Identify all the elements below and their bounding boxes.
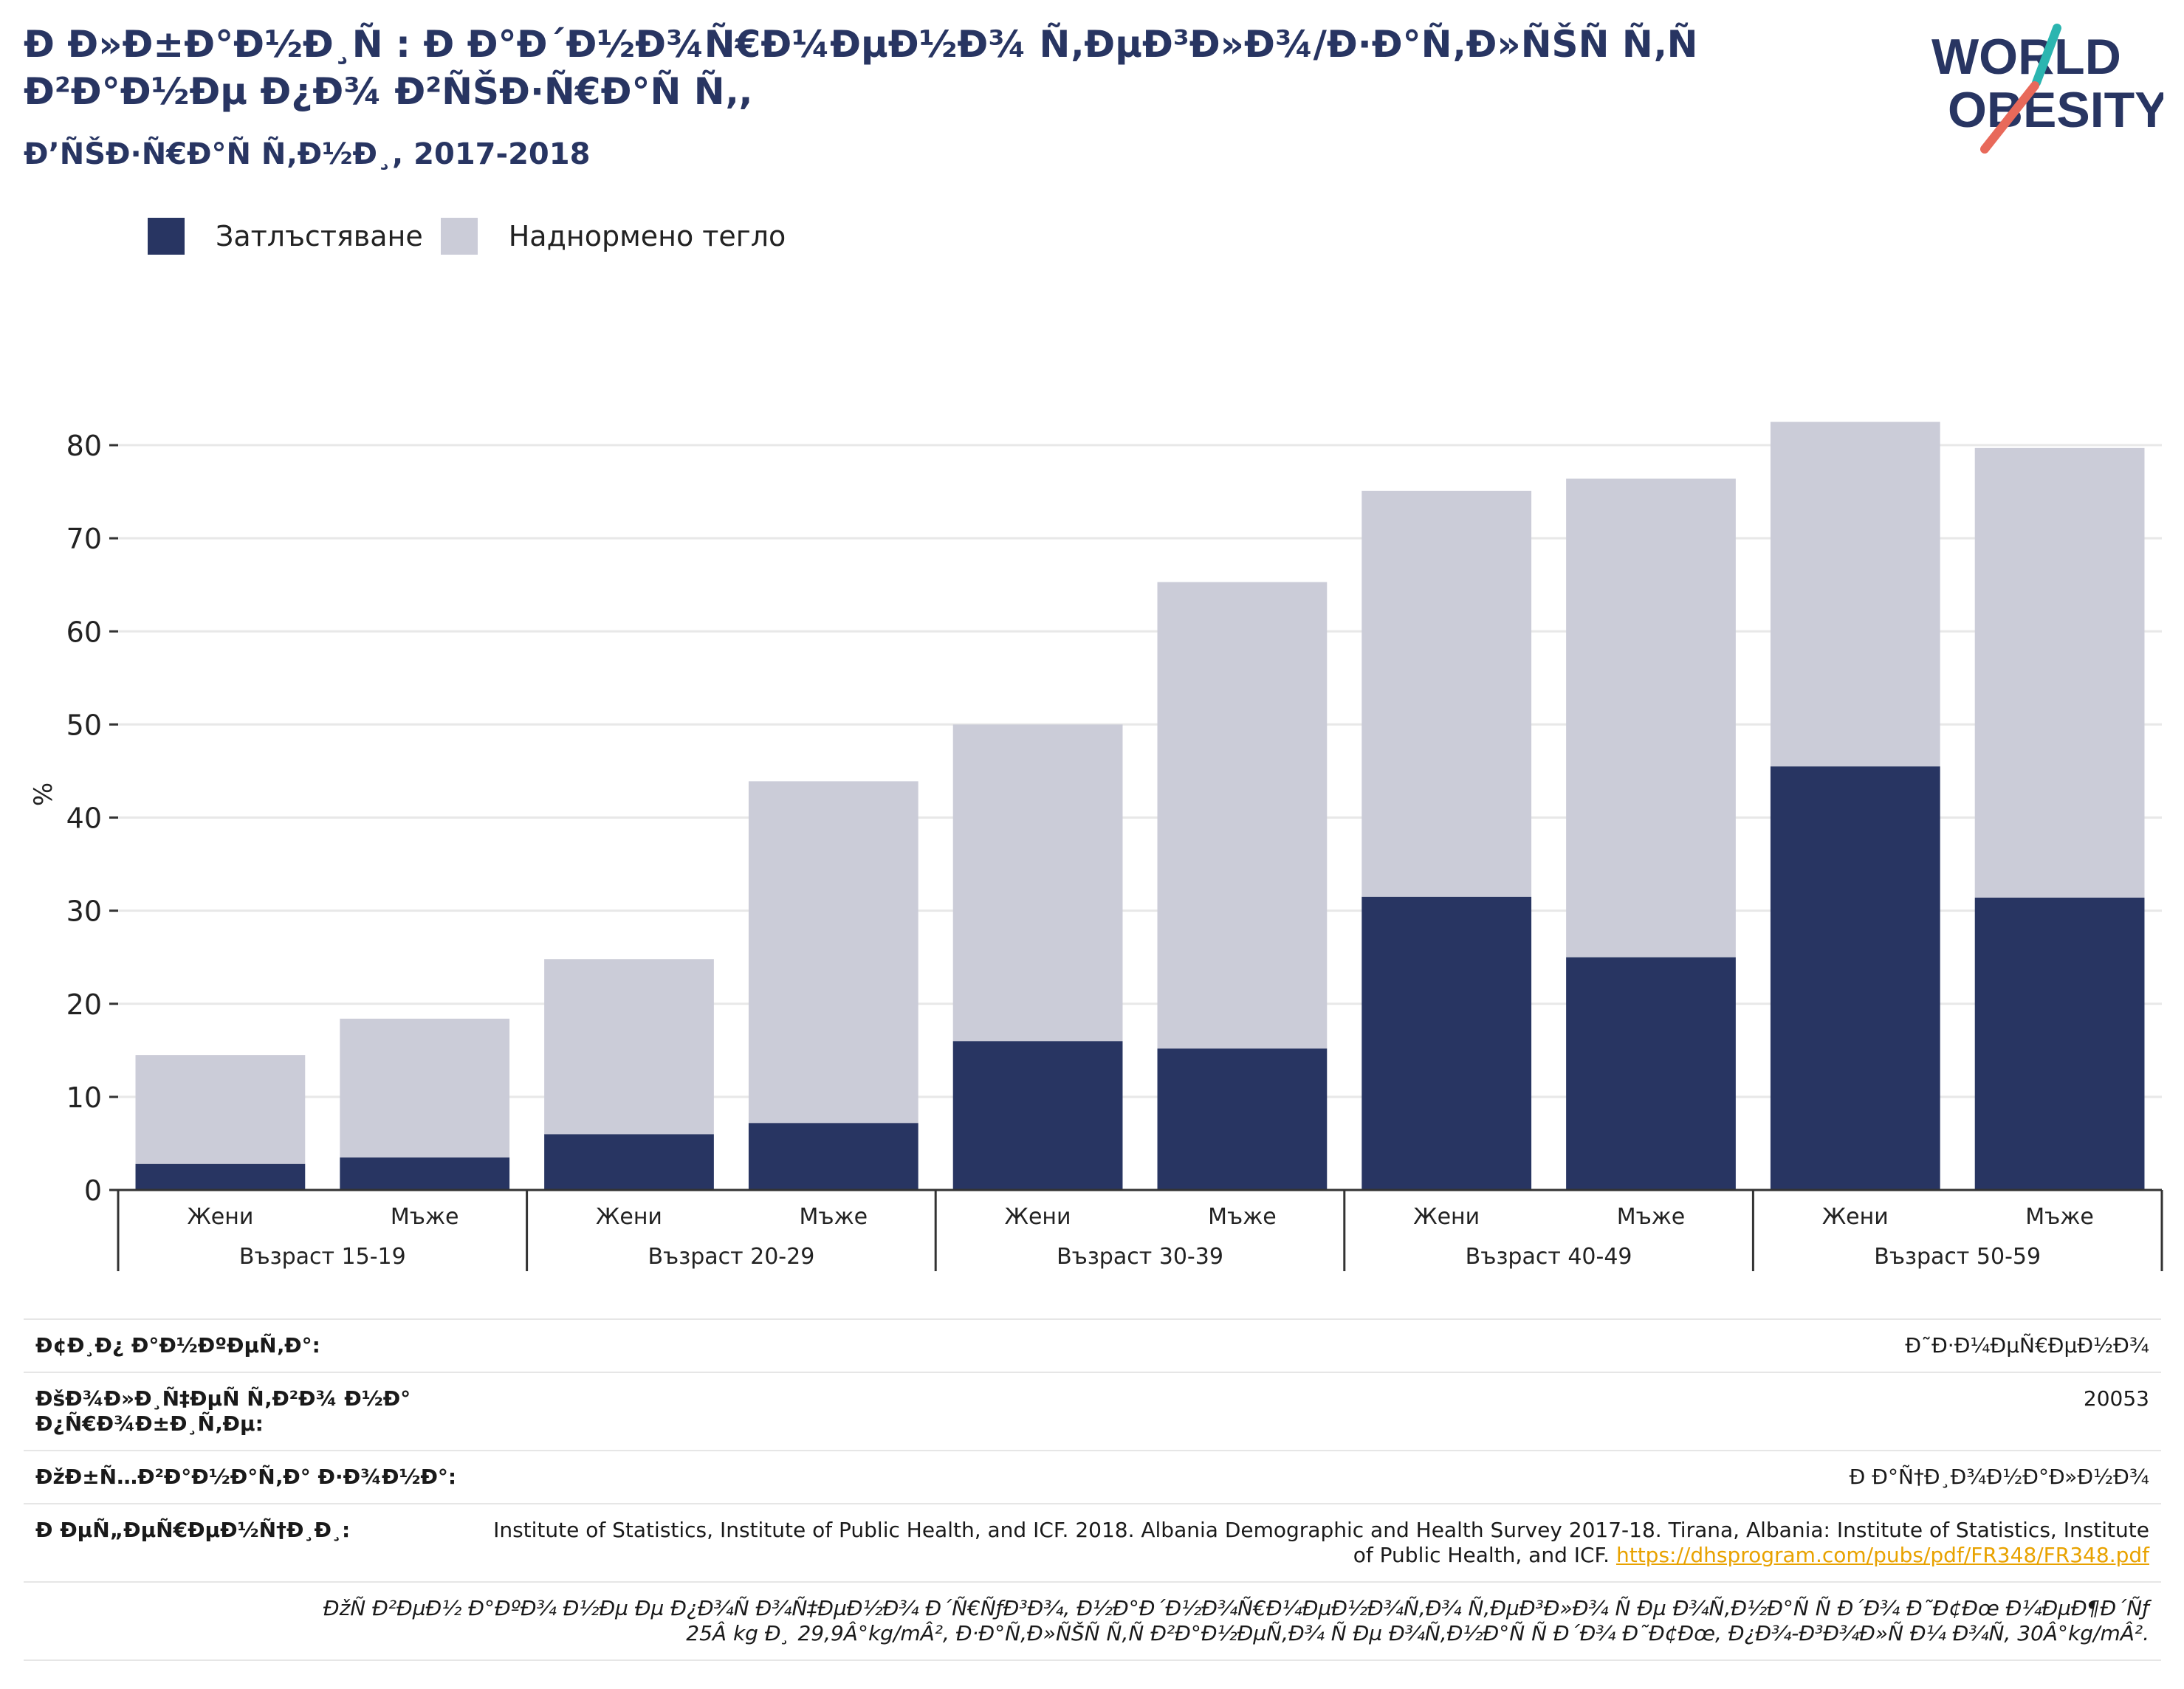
bar-obesity <box>135 1163 306 1190</box>
meta-row-references: Ð ÐµÑ„ÐµÑ€ÐµÐ½Ñ†Ð¸Ð¸: Institute of Stati… <box>24 1504 2161 1583</box>
logo-word-obesity: OBESITY <box>1948 82 2163 138</box>
bar-overweight <box>544 959 714 1135</box>
bar-obesity <box>340 1157 510 1190</box>
x-tick-label: Мъже <box>391 1204 459 1230</box>
x-tick-label: Мъже <box>2025 1204 2094 1230</box>
legend-label-obesity: Затлъстяване <box>216 220 423 252</box>
x-tick-label: Мъже <box>800 1204 868 1230</box>
bar-obesity <box>1770 766 1940 1190</box>
meta-row-survey-type: Ð¢Ð¸Ð¿ Ð°Ð½ÐºÐµÑ‚Ð°: Ð˜Ð·Ð¼ÐµÑ€ÐµÐ½Ð¾ <box>24 1320 2161 1373</box>
y-tick-label: 50 <box>66 709 102 741</box>
bar-obesity <box>748 1123 918 1190</box>
footnote-line: ÐžÑ Ð²ÐµÐ½ Ð°ÐºÐ¾ Ð½Ðµ Ðµ Ð¿Ð¾Ñ Ð¾Ñ‡ÐµÐ½… <box>323 1596 2149 1620</box>
bar-overweight <box>340 1018 510 1157</box>
bar-obesity <box>1157 1048 1328 1190</box>
bar-obesity <box>1974 897 2145 1190</box>
y-tick-label: 80 <box>66 430 102 462</box>
group-label: Възраст 30-39 <box>1057 1244 1223 1270</box>
y-axis-label: % <box>29 782 58 806</box>
bar-chart: 0 10 20 30 40 50 60 70 80% Жени Мъже Жени Мъже Жени Мъ… <box>29 422 2163 1271</box>
world-obesity-logo: WORLD OBESITY <box>1931 24 2163 154</box>
logo-slash-coral <box>1980 81 2039 154</box>
logo-word-world: WORLD <box>1931 29 2121 85</box>
x-tick-label: Жени <box>1005 1204 1071 1230</box>
bar-overweight <box>748 781 918 1124</box>
chart-title: Ð Ð»Ð±Ð°Ð½Ð¸Ñ : Ð Ð°Ð´Ð½Ð¾Ñ€Ð¼ÐµÐ½Ð¾ Ñ‚Ð… <box>24 23 1698 113</box>
footnote-line: 25Â kg Ð¸ 29,9Â°kg/mÂ², Ð·Ð°Ñ‚Ð»ÑŠÑ Ñ‚Ñ … <box>686 1621 2149 1645</box>
bar-obesity <box>952 1041 1123 1190</box>
meta-value: Institute of Statistics, Institute of Pu… <box>493 1518 2149 1568</box>
reference-link[interactable]: https://dhsprogram.com/pubs/pdf/FR348/FR… <box>1615 1543 2149 1567</box>
meta-key: ÐšÐ¾Ð»Ð¸Ñ‡ÐµÑ Ñ‚Ð²Ð¾ Ð½Ð° Ð¿Ñ€Ð¾Ð±Ð¸Ñ‚Ðµ… <box>35 1386 411 1436</box>
group-label: Възраст 40-49 <box>1466 1244 1632 1270</box>
x-tick-label: Жени <box>596 1204 662 1230</box>
bar-overweight <box>1361 490 1532 897</box>
y-tick-label: 70 <box>66 523 102 555</box>
meta-key: Ð ÐµÑ„ÐµÑ€ÐµÐ½Ñ†Ð¸Ð¸: <box>35 1518 351 1542</box>
legend: Затлъстяване Наднормено тегло <box>148 218 803 255</box>
meta-value: Ð˜Ð·Ð¼ÐµÑ€ÐµÐ½Ð¾ <box>1905 1333 2149 1358</box>
y-tick-label: 30 <box>66 895 102 928</box>
y-tick-label: 40 <box>66 802 102 835</box>
y-tick-label: 20 <box>66 988 102 1021</box>
legend-swatch-obesity <box>148 218 185 255</box>
bar-overweight <box>1770 422 1940 767</box>
bar-overweight <box>952 724 1123 1042</box>
meta-value: Ð Ð°Ñ†Ð¸Ð¾Ð½Ð°Ð»Ð½Ð¾ <box>1849 1465 2149 1489</box>
bar-overweight <box>1566 478 1736 957</box>
bar-overweight <box>1157 582 1328 1049</box>
group-label: Възраст 20-29 <box>648 1244 814 1270</box>
legend-label-overweight: Наднормено тегло <box>508 220 786 252</box>
x-tick-label: Жени <box>1822 1204 1889 1230</box>
logo-slash-teal <box>2032 24 2061 87</box>
reference-text: Institute of Statistics, Institute of Pu… <box>493 1518 2149 1567</box>
bar-obesity <box>1361 896 1532 1190</box>
bar-overweight <box>135 1055 306 1164</box>
bar-overweight <box>1974 447 2145 898</box>
bar-obesity <box>1566 957 1736 1190</box>
meta-key: ÐžÐ±Ñ…Ð²Ð°Ð½Ð°Ñ‚Ð° Ð·Ð¾Ð½Ð°: <box>35 1465 457 1489</box>
x-tick-label: Мъже <box>1208 1204 1277 1230</box>
meta-value: 20053 <box>2083 1386 2149 1411</box>
meta-row-sample-size: ÐšÐ¾Ð»Ð¸Ñ‡ÐµÑ Ñ‚Ð²Ð¾ Ð½Ð° Ð¿Ñ€Ð¾Ð±Ð¸Ñ‚Ðµ… <box>24 1373 2161 1451</box>
footnote: ÐžÑ Ð²ÐµÐ½ Ð°ÐºÐ¾ Ð½Ðµ Ðµ Ð¿Ð¾Ñ Ð¾Ñ‡ÐµÐ½… <box>24 1583 2161 1661</box>
group-label: Възраст 15-19 <box>239 1244 406 1270</box>
x-tick-label: Жени <box>1413 1204 1480 1230</box>
meta-row-coverage: ÐžÐ±Ñ…Ð²Ð°Ð½Ð°Ñ‚Ð° Ð·Ð¾Ð½Ð°: Ð Ð°Ñ†Ð¸Ð¾Ð… <box>24 1451 2161 1504</box>
meta-key: Ð¢Ð¸Ð¿ Ð°Ð½ÐºÐµÑ‚Ð°: <box>35 1333 320 1358</box>
group-label: Възраст 50-59 <box>1874 1244 2041 1270</box>
x-tick-label: Жени <box>187 1204 253 1230</box>
y-tick-label: 10 <box>66 1081 102 1114</box>
bar-obesity <box>544 1134 714 1190</box>
legend-swatch-overweight <box>440 218 478 255</box>
x-tick-label: Мъже <box>1617 1204 1686 1230</box>
y-tick-label: 60 <box>66 616 102 648</box>
metadata-table: Ð¢Ð¸Ð¿ Ð°Ð½ÐºÐµÑ‚Ð°: Ð˜Ð·Ð¼ÐµÑ€ÐµÐ½Ð¾ Ðš… <box>24 1318 2161 1661</box>
y-tick-label: 0 <box>84 1174 102 1207</box>
chart-subtitle: Ð’ÑŠÐ·Ñ€Ð°Ñ Ñ‚Ð½Ð¸, 2017-2018 <box>24 137 591 171</box>
